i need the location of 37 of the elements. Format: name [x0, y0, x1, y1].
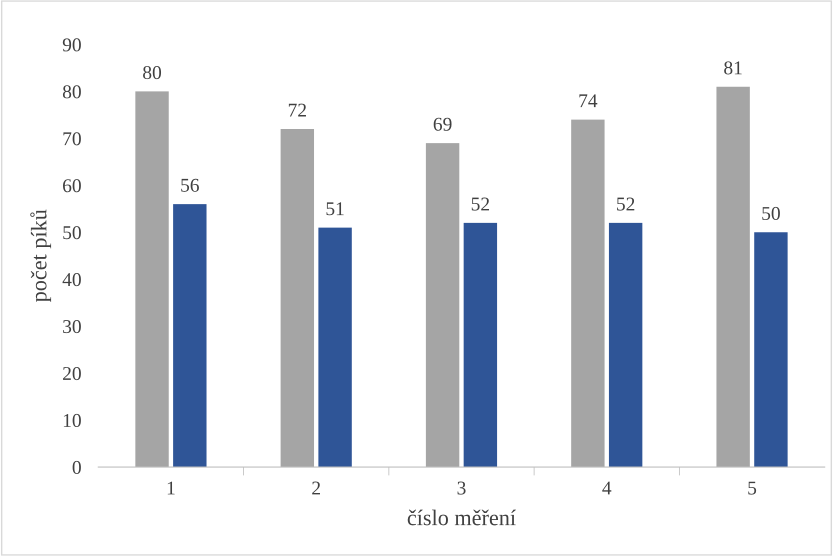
bar — [464, 222, 498, 468]
data-label: 51 — [326, 202, 344, 216]
x-tick-label: 4 — [602, 482, 612, 494]
data-label: 80 — [143, 66, 162, 80]
data-label: 52 — [472, 198, 490, 211]
y-tick-label: 20 — [63, 366, 81, 380]
y-tick-label: 90 — [62, 38, 81, 52]
data-label: 50 — [762, 206, 780, 220]
x-tick-label: 3 — [458, 482, 466, 495]
bar — [608, 222, 642, 468]
data-label: 72 — [288, 104, 306, 117]
x-tick-label: 2 — [312, 482, 320, 494]
y-tick-label: 70 — [63, 132, 81, 146]
y-tick-label: 10 — [64, 414, 81, 428]
bar — [173, 204, 207, 468]
y-tick-label: 50 — [63, 226, 81, 240]
y-tick-label: 30 — [63, 320, 81, 334]
bar — [318, 228, 352, 468]
x-tick-label: 1 — [168, 482, 175, 494]
bar — [426, 143, 460, 468]
bar — [571, 120, 605, 468]
data-label: 81 — [724, 61, 742, 74]
bar — [135, 91, 169, 468]
data-label: 52 — [617, 198, 634, 211]
bar — [754, 232, 788, 468]
data-label: 74 — [579, 94, 598, 108]
bar — [280, 128, 314, 468]
y-axis-title: počet píků — [30, 210, 52, 302]
y-tick-label: 80 — [62, 85, 81, 98]
data-label: 56 — [181, 178, 199, 192]
y-tick-label: 40 — [62, 273, 81, 286]
y-tick-label: 60 — [63, 179, 81, 192]
data-label: 69 — [434, 118, 452, 131]
x-axis-title: číslo měření — [408, 510, 516, 526]
x-tick-label: 5 — [748, 482, 756, 495]
y-tick-label: 0 — [72, 460, 81, 474]
bar — [716, 86, 750, 468]
